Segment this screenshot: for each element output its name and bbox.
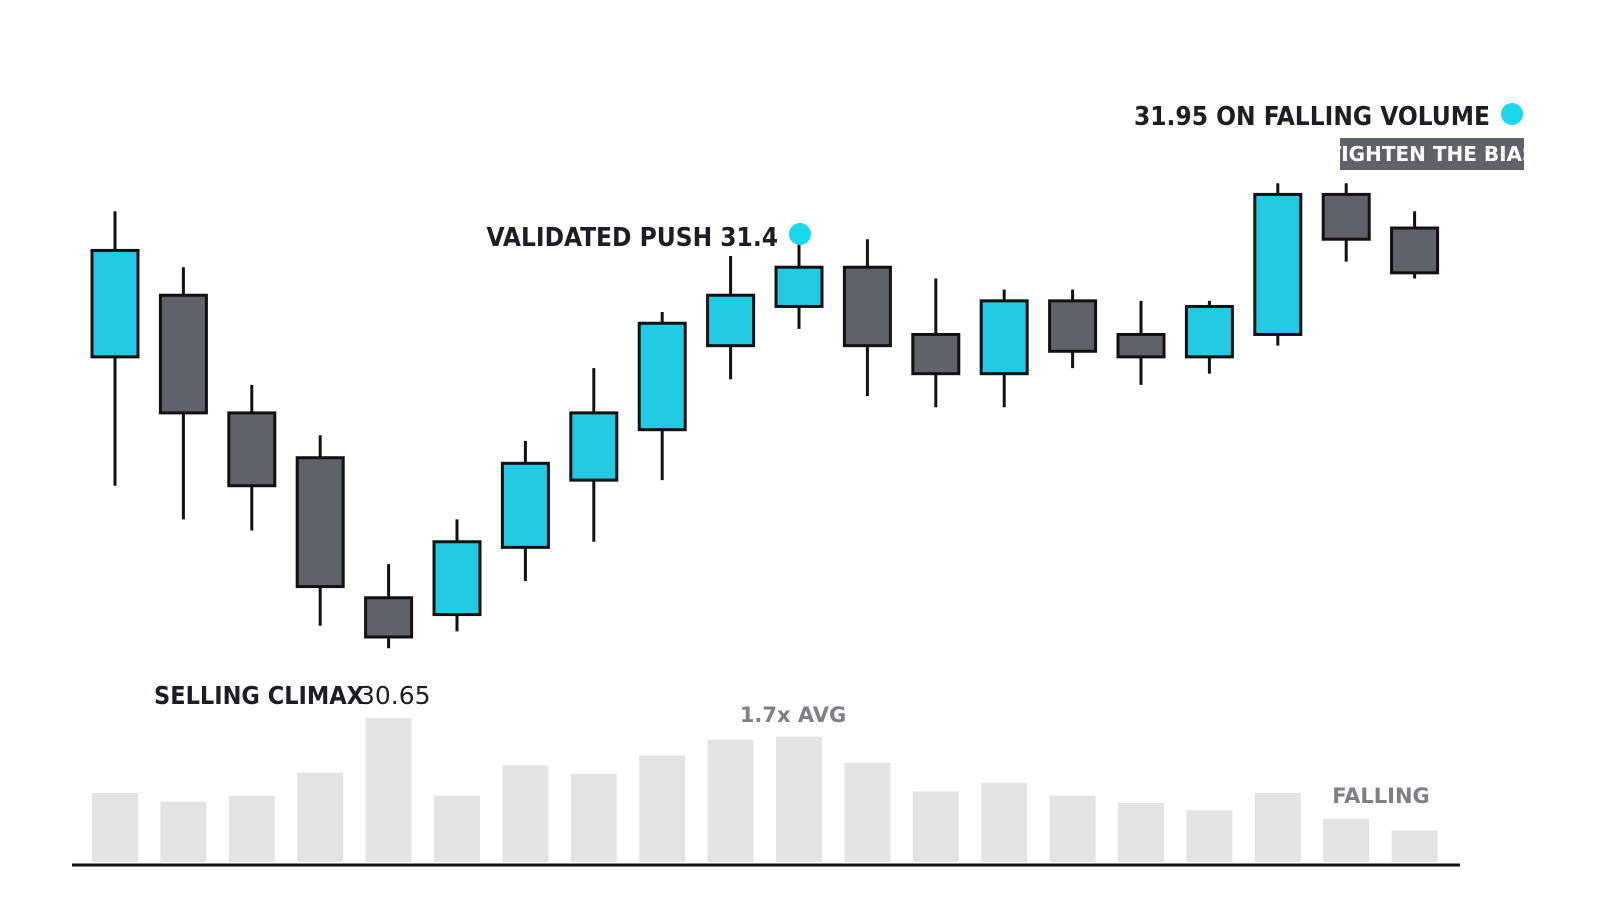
candle: [500, 440, 550, 581]
candle-body: [911, 332, 961, 376]
candle-body: [500, 461, 550, 549]
volume-bar: [707, 739, 754, 862]
candle: [637, 312, 687, 481]
volume-bar: [1391, 830, 1438, 862]
candle: [1253, 183, 1303, 346]
candle-body: [637, 321, 687, 432]
candle-body: [227, 411, 277, 488]
candle: [706, 256, 756, 380]
candle-body: [158, 293, 208, 415]
volume-bar: [228, 795, 275, 862]
volume-bar: [160, 801, 207, 862]
candle-body: [774, 265, 824, 308]
volume-bar: [844, 762, 891, 862]
volume-bar: [502, 765, 549, 862]
volume-bars: [92, 718, 1438, 862]
candle-body: [1184, 304, 1234, 359]
volume-bar: [365, 718, 412, 862]
selling-climax-value: 30.65: [359, 681, 431, 710]
candle-body: [295, 456, 345, 589]
candle-body: [569, 411, 619, 482]
candle: [1390, 211, 1440, 279]
volume-bar: [297, 772, 344, 862]
volume-falling-label: FALLING: [1332, 784, 1430, 808]
falling-volume-marker: [1501, 103, 1523, 125]
candle-body: [1116, 332, 1166, 359]
candle: [295, 435, 345, 626]
candle-body: [90, 248, 140, 359]
candle: [1116, 300, 1166, 385]
candle-body: [1253, 192, 1303, 336]
candle: [569, 368, 619, 542]
candle: [227, 384, 277, 531]
volume-peak-label: 1.7x AVG: [740, 703, 846, 727]
candle: [911, 278, 961, 408]
candle-body: [706, 293, 756, 348]
selling-climax-label: SELLING CLIMAX: [154, 681, 364, 710]
candle-body: [842, 265, 892, 348]
candle: [979, 289, 1029, 408]
falling-volume-label: 31.95 ON FALLING VOLUME: [1134, 102, 1490, 132]
candle: [90, 211, 140, 486]
candle-body: [364, 596, 414, 639]
volume-bar: [570, 774, 617, 862]
validated-push-marker: [789, 223, 811, 245]
candle-body: [1390, 226, 1440, 275]
candle: [432, 519, 482, 632]
volume-bar: [1049, 795, 1096, 862]
candle: [158, 267, 208, 520]
volume-bar: [1186, 810, 1233, 862]
volume-bar: [912, 791, 959, 862]
volume-bar: [1118, 802, 1164, 862]
candle: [364, 564, 414, 649]
volume-bar: [1254, 792, 1301, 862]
volume-bar: [92, 792, 138, 862]
candle: [842, 239, 892, 397]
candle: [1321, 183, 1371, 262]
candle-body: [1321, 192, 1371, 241]
volume-bar: [776, 736, 822, 862]
candle-body: [432, 540, 482, 617]
tighten-bias-badge: [1340, 138, 1524, 170]
candle-body: [1048, 299, 1098, 353]
candles: [90, 183, 1440, 649]
volume-bar: [639, 755, 686, 862]
volume-bar: [1323, 818, 1370, 862]
tighten-bias-text: TIGHTEN THE BIAS: [1328, 142, 1537, 166]
candle: [1048, 289, 1098, 369]
validated-push-label: VALIDATED PUSH 31.4: [487, 223, 778, 253]
volume-bar: [434, 795, 480, 862]
candle-body: [979, 299, 1029, 376]
candle: [1184, 300, 1234, 374]
volume-bar: [981, 782, 1028, 862]
